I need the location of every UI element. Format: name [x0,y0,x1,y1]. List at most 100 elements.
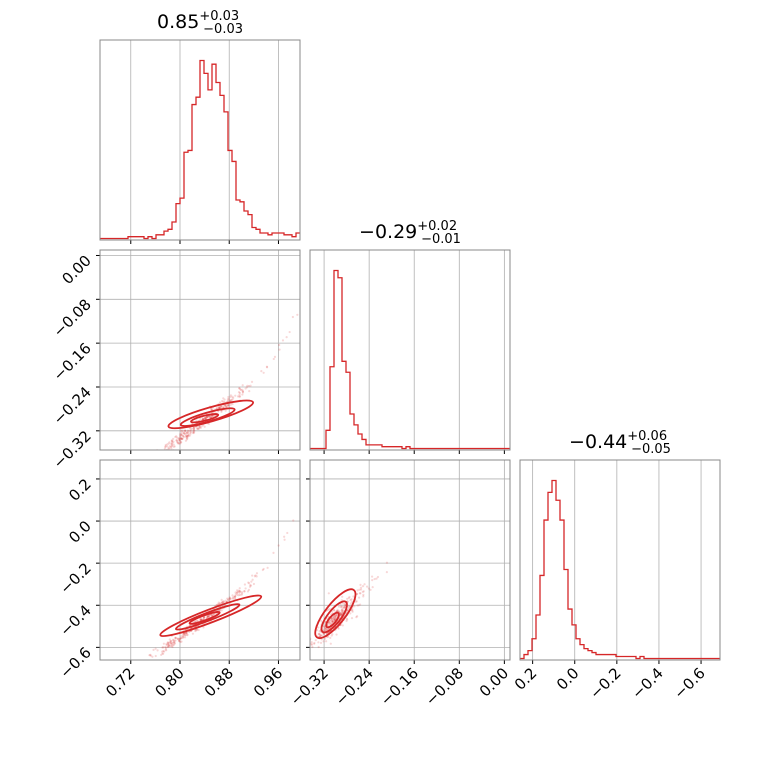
sample-point [331,620,334,623]
sample-point [347,606,350,609]
sample-point [357,604,360,607]
sample-point [166,645,170,648]
sample-point [162,649,165,653]
sample-point [318,632,321,636]
sample-point [228,597,231,600]
sample-point [226,597,229,600]
sample-point [206,415,209,418]
sample-point [171,441,174,444]
sample-point [341,610,344,613]
sample-point [318,634,322,637]
sample-point [162,451,164,453]
sample-point [174,636,177,640]
sample-point [228,596,231,599]
sample-point [206,616,209,619]
sample-point [162,455,164,457]
sample-point [229,597,232,600]
sample-point [234,595,237,598]
sample-point [200,618,203,621]
sample-point [347,596,350,600]
sample-point [179,640,182,644]
sample-point [262,371,265,374]
sample-point [151,468,153,470]
sample-point [171,641,175,644]
sample-point [232,396,235,400]
sample-point [204,417,207,420]
sample-point [331,620,334,623]
sample-point [335,633,338,636]
sample-point [180,635,183,638]
sample-point [239,590,242,593]
sample-point [362,593,365,596]
x-tick-label: 0.96 [250,664,286,700]
sample-point [314,639,317,642]
sample-point [332,608,336,611]
sample-point [136,469,138,471]
sample-point [321,634,324,637]
sample-point [245,386,249,389]
sample-point [333,618,336,622]
sample-point [222,397,225,400]
sample-point [144,474,146,476]
sample-point [239,388,243,392]
sample-point [334,617,337,620]
sample-point [136,670,138,672]
sample-point [179,437,183,440]
x-tick-label: 0.0 [553,664,583,694]
sample-point [319,634,323,637]
sample-point [141,462,143,464]
sample-point [340,613,343,616]
sample-point [187,434,190,438]
sample-point [187,430,190,433]
sample-point [292,519,295,522]
sample-point [351,610,354,613]
sample-point [311,645,314,649]
sample-point [186,633,189,636]
sample-point [260,370,263,373]
sample-point [169,445,172,449]
sample-point [348,605,351,608]
sample-point [244,587,247,590]
sample-point [181,632,184,636]
sample-point [317,632,320,636]
axes-frame [309,249,511,451]
sample-point [247,384,250,388]
sample-point [224,403,228,407]
sample-point [332,617,335,620]
sample-point [227,395,230,399]
sample-point [180,640,183,643]
sample-point [223,404,226,407]
sample-point [248,582,251,585]
sample-point [171,439,174,442]
sample-point [160,452,162,454]
sample-point [172,443,175,446]
sample-point [181,429,184,432]
sample-point [328,622,331,626]
sample-point [174,639,177,642]
y-tick-label: 0.0 [65,517,95,547]
sample-point [295,651,297,653]
sample-point [225,405,228,408]
sample-point [226,404,230,407]
sample-point [332,615,335,619]
sample-point [355,600,358,603]
sample-point [356,604,359,607]
sample-point [227,397,230,401]
sample-point [203,416,207,420]
sample-point [231,596,234,600]
sample-point [196,427,199,430]
sample-point [351,608,354,611]
sample-point [283,538,286,541]
sample-point [238,591,241,595]
sample-point [342,607,345,610]
sample-point [231,398,234,401]
sample-point [168,638,171,641]
sample-point [348,595,351,599]
sample-point [233,595,237,599]
sample-point [341,609,344,613]
sample-point [182,435,185,438]
sample-point [247,581,250,584]
sample-point [175,436,179,439]
sample-point [218,401,222,404]
